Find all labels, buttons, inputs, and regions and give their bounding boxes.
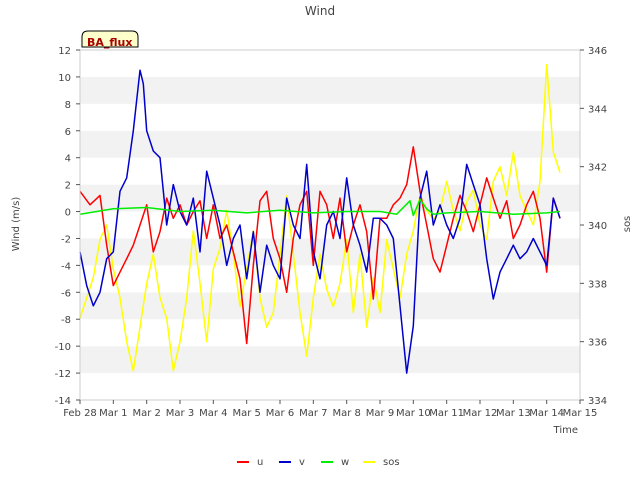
- grid-band: [80, 346, 580, 374]
- y-tick-label: 4: [65, 154, 71, 165]
- x-tick-label: Mar 7: [299, 408, 327, 419]
- grid-band: [80, 76, 580, 104]
- y-axis-right: 334 336 338 340 342 344 346: [580, 46, 607, 407]
- grid-band: [80, 157, 580, 185]
- x-axis: Feb 28 Mar 1 Mar 2 Mar 3 Mar 4 Mar 5 Mar 6 Mar …: [63, 400, 597, 419]
- grid-band: [80, 373, 580, 400]
- x-tick-label: Mar 12: [463, 408, 498, 419]
- x-tick-label: Mar 13: [496, 408, 531, 419]
- y-tick-label: 6: [65, 127, 71, 138]
- legend-label-u: u: [257, 457, 263, 468]
- series-layer: [79, 63, 561, 374]
- x-tick-label: Mar 5: [232, 408, 260, 419]
- x-tick-label: Mar 8: [332, 408, 360, 419]
- x-tick-label: Mar 1: [99, 408, 127, 419]
- grid-band: [80, 319, 580, 347]
- x-tick-label: Mar 11: [429, 408, 464, 419]
- y2-tick-label: 334: [588, 396, 607, 407]
- y-tick-label: -8: [61, 315, 71, 326]
- series-line-w: [79, 198, 561, 217]
- y2-tick-label: 346: [588, 46, 607, 57]
- legend-label-v: v: [299, 457, 305, 468]
- y-tick-label: -6: [61, 288, 71, 299]
- x-tick-label: Mar 14: [529, 408, 564, 419]
- y-axis-left: -14 -12 -10 -8 -6 -4 -2 0 2 4 6 8 10 12: [55, 46, 80, 407]
- grid-band: [80, 50, 580, 77]
- x-tick-label: Mar 4: [199, 408, 227, 419]
- legend: u v w sos: [237, 457, 400, 468]
- y2-tick-label: 338: [588, 279, 607, 290]
- grid-bands: [80, 50, 580, 400]
- series-line-u: [79, 146, 561, 345]
- x-tick-label: Mar 3: [166, 408, 194, 419]
- x-tick-label: Feb 28: [63, 408, 97, 419]
- x-tick-label: Mar 2: [132, 408, 160, 419]
- y-tick-label: -14: [55, 396, 71, 407]
- y-tick-label: -10: [55, 342, 71, 353]
- legend-label-w: w: [341, 457, 349, 468]
- series-line-v: [79, 69, 561, 374]
- badge-label: BA_flux: [87, 36, 132, 49]
- series-line-sos: [79, 63, 561, 372]
- legend-label-sos: sos: [383, 457, 400, 468]
- y2-tick-label: 336: [588, 338, 607, 349]
- x-tick-label: Mar 15: [563, 408, 598, 419]
- x-tick-label: Mar 6: [266, 408, 294, 419]
- y-tick-label: -4: [61, 261, 71, 272]
- y2-tick-label: 344: [588, 104, 607, 115]
- x-tick-label: Mar 9: [366, 408, 394, 419]
- chart-title: Wind: [305, 4, 335, 18]
- y-tick-label: 0: [65, 208, 71, 219]
- grid-band: [80, 103, 580, 131]
- y-tick-label: 10: [58, 73, 71, 84]
- x-axis-label: Time: [553, 425, 578, 436]
- y-tick-label: -12: [55, 369, 71, 380]
- grid-band: [80, 130, 580, 158]
- grid-band: [80, 238, 580, 266]
- y-tick-label: -2: [61, 234, 71, 245]
- badge: BA_flux: [81, 30, 139, 49]
- y-tick-label: 12: [58, 46, 71, 57]
- y2-tick-label: 342: [588, 163, 607, 174]
- y-axis-label: Wind (m/s): [11, 197, 22, 252]
- y2-tick-label: 340: [588, 221, 607, 232]
- y-tick-label: 8: [65, 100, 71, 111]
- y-tick-label: 2: [65, 181, 71, 192]
- y2-axis-label: sos: [622, 216, 633, 233]
- x-tick-label: Mar 10: [396, 408, 431, 419]
